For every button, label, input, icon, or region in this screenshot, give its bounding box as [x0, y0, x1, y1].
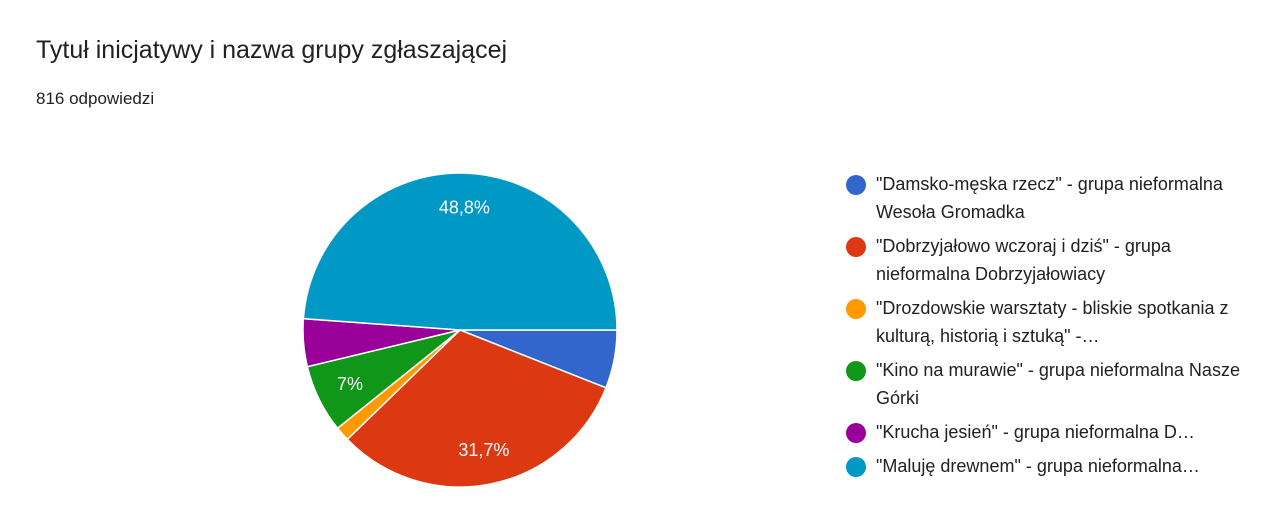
slice-percent-label: 7% — [337, 374, 363, 394]
pie-chart: 31,7% 7% 48,8% — [302, 172, 618, 488]
legend-item[interactable]: "Drozdowskie warsztaty - bliskie spotkan… — [846, 294, 1258, 350]
slice-percent-label: 48,8% — [439, 198, 490, 218]
legend-label: "Drozdowskie warsztaty - bliskie spotkan… — [876, 298, 1229, 346]
legend-item[interactable]: "Krucha jesień" - grupa nieformalna D… — [846, 418, 1258, 446]
slice-percent-label: 31,7% — [458, 440, 509, 460]
legend-label: "Krucha jesień" - grupa nieformalna D… — [876, 422, 1195, 442]
legend-swatch-icon — [846, 423, 866, 443]
chart-title: Tytuł inicjatywy i nazwa grupy zgłaszają… — [36, 36, 508, 64]
pie-slice[interactable] — [346, 329, 607, 488]
legend-item[interactable]: "Dobrzyjałowo wczoraj i dziś" - grupa ni… — [846, 232, 1258, 288]
response-count: 816 odpowiedzi — [36, 89, 155, 108]
legend-label: "Maluję drewnem" - grupa nieformalna… — [876, 456, 1200, 476]
legend-swatch-icon — [846, 457, 866, 477]
chart-legend: "Damsko-męska rzecz" - grupa nieformalna… — [846, 170, 1258, 486]
legend-item[interactable]: "Kino na murawie" - grupa nieformalna Na… — [846, 356, 1258, 412]
legend-item[interactable]: "Damsko-męska rzecz" - grupa nieformalna… — [846, 170, 1258, 226]
legend-swatch-icon — [846, 175, 866, 195]
legend-item[interactable]: "Maluję drewnem" - grupa nieformalna… — [846, 452, 1258, 480]
legend-label: "Kino na murawie" - grupa nieformalna Na… — [876, 360, 1240, 408]
legend-label: "Damsko-męska rzecz" - grupa nieformalna… — [876, 174, 1223, 222]
legend-swatch-icon — [846, 237, 866, 257]
legend-swatch-icon — [846, 361, 866, 381]
legend-swatch-icon — [846, 299, 866, 319]
pie-slice[interactable] — [302, 172, 618, 331]
legend-label: "Dobrzyjałowo wczoraj i dziś" - grupa ni… — [876, 236, 1171, 284]
